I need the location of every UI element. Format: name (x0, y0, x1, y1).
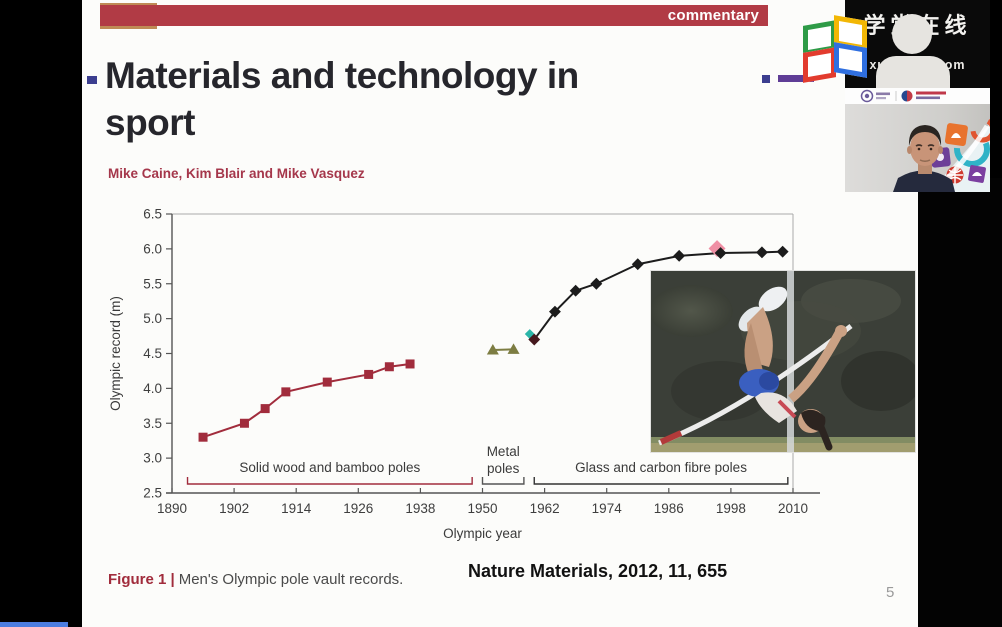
data-point (486, 344, 499, 355)
svg-text:6.5: 6.5 (143, 207, 162, 222)
data-point (507, 343, 520, 354)
data-point (281, 387, 291, 397)
svg-text:Solid wood and bamboo poles: Solid wood and bamboo poles (239, 460, 420, 475)
series-line (202, 362, 411, 439)
avatar-icon (892, 14, 932, 54)
data-point (569, 284, 582, 297)
photo-athlete (738, 286, 847, 451)
data-point (405, 359, 415, 369)
data-point (590, 277, 603, 290)
svg-text:4.5: 4.5 (143, 346, 162, 361)
data-point (673, 249, 686, 262)
brand-panel: 学堂在线 xuetangx.com (845, 0, 990, 88)
svg-text:1890: 1890 (157, 501, 187, 516)
webcam-video (845, 104, 990, 192)
university-logo-strip (845, 88, 990, 104)
svg-text:4.0: 4.0 (143, 381, 162, 396)
logo-square-blue (834, 42, 867, 78)
webcam-overlay: 学堂在线 xuetangx.com (845, 0, 990, 192)
webcam-person (893, 125, 955, 192)
svg-text:1974: 1974 (592, 501, 623, 516)
data-point (714, 247, 727, 259)
material-bracket (481, 477, 525, 485)
material-bracket (533, 477, 789, 485)
svg-text:Metal: Metal (487, 444, 520, 459)
title-bullet-square (87, 76, 97, 84)
x-axis-label: Olympic year (443, 526, 522, 541)
pole-vaulter-photo (651, 271, 915, 452)
svg-text:2010: 2010 (778, 501, 808, 516)
svg-text:2.5: 2.5 (143, 486, 162, 501)
logo-square-red (803, 47, 836, 83)
journal-reference: Nature Materials, 2012, 11, 655 (468, 561, 728, 581)
avatar-icon-body (876, 56, 950, 88)
data-point (756, 246, 768, 259)
material-bracket (186, 477, 473, 485)
y-axis-label: Olympic record (m) (108, 296, 123, 411)
data-point (322, 377, 332, 387)
xuetangx-open-book-logo (801, 15, 867, 83)
tsinghua-logo (860, 89, 890, 103)
svg-text:1986: 1986 (654, 501, 684, 516)
data-point (260, 404, 270, 414)
svg-text:1998: 1998 (716, 501, 746, 516)
svg-text:5.5: 5.5 (143, 276, 162, 291)
slide-title: Materials and technology in sport (105, 55, 579, 143)
colorful-mascot-graphic (930, 117, 990, 192)
right-letterbox (918, 178, 1002, 627)
photo-upright-pole (787, 271, 794, 452)
data-point (239, 418, 249, 428)
figure-caption-label: Figure 1 | (108, 571, 175, 588)
data-point (776, 245, 789, 258)
data-point (198, 432, 208, 442)
authors-line: Mike Caine, Kim Blair and Mike Vasquez (108, 166, 365, 181)
svg-text:3.0: 3.0 (143, 451, 162, 466)
commentary-header-bar: commentary (100, 5, 768, 26)
svg-text:1926: 1926 (343, 501, 373, 516)
video-progress-line (0, 622, 68, 627)
purple-accent-bar (778, 75, 814, 82)
svg-text:1938: 1938 (405, 501, 435, 516)
slide-page-number: 5 (886, 584, 895, 601)
svg-text:1914: 1914 (281, 501, 312, 516)
svg-text:6.0: 6.0 (143, 241, 162, 256)
commentary-label: commentary (667, 7, 759, 24)
svg-text:3.5: 3.5 (143, 416, 162, 431)
figure-caption-text: Men's Olympic pole vault records. (178, 571, 404, 588)
svg-text:1950: 1950 (467, 501, 497, 516)
data-point (364, 369, 374, 379)
svg-text:5.0: 5.0 (143, 311, 162, 326)
figure-caption: Figure 1 | Men's Olympic pole vault recor… (108, 571, 403, 588)
data-point (384, 362, 394, 372)
title-dash-right (762, 75, 770, 83)
svg-text:1962: 1962 (530, 501, 560, 516)
svg-text:poles: poles (487, 461, 520, 476)
presentation-slide: commentary Materials and technology in s… (82, 0, 918, 627)
svg-text:Glass and carbon fibre poles: Glass and carbon fibre poles (575, 460, 747, 475)
partner-logo (901, 90, 946, 102)
data-point (631, 258, 644, 271)
svg-text:1902: 1902 (219, 501, 249, 516)
